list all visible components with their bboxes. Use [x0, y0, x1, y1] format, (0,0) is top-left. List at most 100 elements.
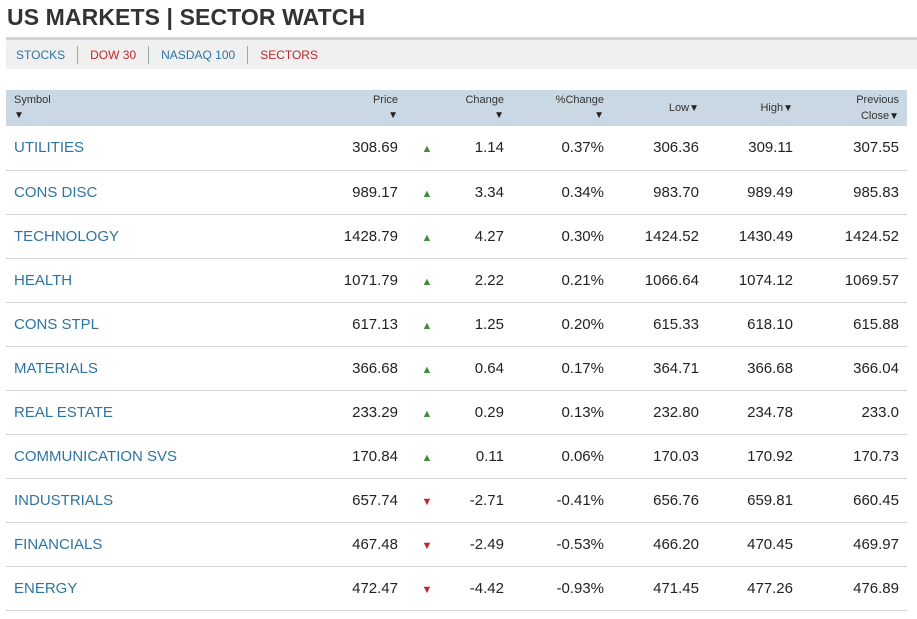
low-cell: 1066.64	[644, 271, 699, 289]
sector-table: Symbol ▼ Price ▼ Change ▼ %Change ▼ Low▼…	[6, 90, 907, 611]
sector-symbol-link[interactable]: FINANCIALS	[14, 535, 103, 553]
column-label-high: High	[760, 101, 784, 114]
direction-cell: ▲	[406, 170, 448, 214]
direction-cell: ▲	[406, 126, 448, 170]
table-row[interactable]: TECHNOLOGY 1428.79 ▲ 4.27 0.30% 1424.52 1430.4…	[6, 214, 907, 258]
price-cell: 170.84	[352, 447, 398, 465]
sort-down-icon[interactable]: ▼	[594, 110, 604, 121]
table-row[interactable]: ENERGY 472.47 ▼ -4.42 -0.93% 471.45 477.26 476.…	[6, 566, 907, 610]
direction-cell: ▲	[406, 390, 448, 434]
low-cell: 170.03	[653, 447, 699, 465]
table-row[interactable]: COMMUNICATION SVS 170.84 ▲ 0.11 0.06% 170.03 1…	[6, 434, 907, 478]
direction-cell: ▼	[406, 566, 448, 610]
table-row[interactable]: CONS DISC 989.17 ▲ 3.34 0.34% 983.70 989.49 985…	[6, 170, 907, 214]
low-cell: 232.80	[653, 403, 699, 421]
price-cell: 233.29	[352, 403, 398, 421]
price-cell: 467.48	[352, 535, 398, 553]
sort-down-icon[interactable]: ▼	[889, 110, 899, 122]
pct-change-cell: 0.20%	[561, 315, 604, 333]
low-cell: 656.76	[653, 491, 699, 509]
tab-nasdaq-100[interactable]: NASDAQ 100	[149, 45, 249, 64]
high-cell: 618.10	[747, 315, 793, 333]
sort-down-icon[interactable]: ▼	[494, 110, 504, 121]
column-label-price: Price	[372, 94, 398, 106]
table-row[interactable]: FINANCIALS 467.48 ▼ -2.49 -0.53% 466.20 470.45…	[6, 522, 907, 566]
table-row[interactable]: CONS STPL 617.13 ▲ 1.25 0.20% 615.33 618.10 615…	[6, 302, 907, 346]
pct-change-cell: 0.06%	[561, 447, 604, 465]
sort-down-icon[interactable]: ▼	[14, 110, 24, 121]
table-row[interactable]: HEALTH 1071.79 ▲ 2.22 0.21% 1066.64 1074.12 106…	[6, 258, 907, 302]
column-header-direction	[406, 90, 448, 126]
column-label-change: Change	[465, 94, 504, 106]
column-header-previous-close[interactable]: Previous Close▼	[801, 90, 907, 126]
sector-symbol-link[interactable]: COMMUNICATION SVS	[14, 447, 178, 465]
column-header-high[interactable]: High▼	[707, 90, 801, 126]
pct-change-cell: -0.41%	[556, 491, 604, 509]
tab-dow-30[interactable]: DOW 30	[78, 45, 150, 64]
sector-symbol-link[interactable]: HEALTH	[14, 271, 73, 289]
sector-symbol-link[interactable]: MATERIALS	[14, 359, 98, 377]
price-cell: 1071.79	[343, 271, 398, 289]
low-cell: 306.36	[653, 139, 699, 157]
change-cell: 1.25	[474, 315, 504, 333]
column-header-low[interactable]: Low▼	[612, 90, 707, 126]
previous-close-cell: 307.55	[853, 139, 899, 157]
column-header-price[interactable]: Price ▼	[226, 90, 406, 126]
triangle-down-icon: ▼	[421, 583, 433, 596]
previous-close-cell: 233.0	[861, 403, 899, 421]
table-row[interactable]: INDUSTRIALS 657.74 ▼ -2.71 -0.41% 656.76 659.8…	[6, 478, 907, 522]
sector-symbol-link[interactable]: CONS DISC	[14, 183, 98, 201]
sector-symbol-link[interactable]: REAL ESTATE	[14, 403, 113, 421]
high-cell: 477.26	[747, 579, 793, 597]
table-row[interactable]: REAL ESTATE 233.29 ▲ 0.29 0.13% 232.80 234.78 2…	[6, 390, 907, 434]
triangle-up-icon: ▲	[421, 143, 433, 156]
high-cell: 1430.49	[738, 227, 793, 245]
previous-close-cell: 469.97	[853, 535, 899, 553]
column-header-pct-change[interactable]: %Change ▼	[512, 90, 612, 126]
direction-cell: ▲	[406, 346, 448, 390]
high-cell: 234.78	[747, 403, 793, 421]
change-cell: -2.49	[469, 535, 504, 553]
sector-symbol-link[interactable]: INDUSTRIALS	[14, 491, 114, 509]
tab-stocks[interactable]: STOCKS	[6, 45, 79, 64]
sort-down-icon[interactable]: ▼	[783, 102, 793, 114]
change-cell: 3.34	[474, 183, 504, 201]
triangle-up-icon: ▲	[421, 319, 433, 332]
direction-cell: ▼	[406, 522, 448, 566]
pct-change-cell: 0.30%	[561, 227, 604, 245]
table-row[interactable]: UTILITIES 308.69 ▲ 1.14 0.37% 306.36 309.11 307…	[6, 126, 907, 170]
direction-cell: ▲	[406, 214, 448, 258]
tab-sectors[interactable]: SECTORS	[260, 47, 318, 62]
direction-cell: ▲	[406, 258, 448, 302]
triangle-up-icon: ▲	[421, 451, 433, 464]
low-cell: 466.20	[653, 535, 699, 553]
high-cell: 989.49	[747, 183, 793, 201]
sort-down-icon[interactable]: ▼	[689, 102, 699, 114]
price-cell: 472.47	[352, 579, 398, 597]
change-cell: 0.29	[474, 403, 504, 421]
high-cell: 366.68	[747, 359, 793, 377]
column-header-change[interactable]: Change ▼	[448, 90, 512, 126]
sector-symbol-link[interactable]: CONS STPL	[14, 315, 100, 333]
previous-close-cell: 476.89	[853, 579, 899, 597]
triangle-down-icon: ▼	[421, 495, 433, 508]
low-cell: 1424.52	[644, 227, 699, 245]
triangle-up-icon: ▲	[421, 407, 433, 420]
low-cell: 364.71	[653, 359, 699, 377]
pct-change-cell: -0.53%	[556, 535, 604, 553]
pct-change-cell: 0.17%	[561, 359, 604, 377]
direction-cell: ▲	[406, 434, 448, 478]
change-cell: 4.27	[474, 227, 504, 245]
sort-down-icon[interactable]: ▼	[388, 110, 398, 121]
triangle-up-icon: ▲	[421, 363, 433, 376]
sector-symbol-link[interactable]: TECHNOLOGY	[14, 227, 120, 245]
page-title: US MARKETS | SECTOR WATCH	[7, 4, 366, 30]
high-cell: 309.11	[748, 139, 793, 157]
title-divider	[6, 37, 917, 40]
column-header-symbol[interactable]: Symbol ▼	[6, 90, 226, 126]
sector-symbol-link[interactable]: UTILITIES	[14, 139, 85, 157]
table-row[interactable]: MATERIALS 366.68 ▲ 0.64 0.17% 364.71 366.68 366…	[6, 346, 907, 390]
sector-symbol-link[interactable]: ENERGY	[14, 579, 78, 597]
market-tabs: STOCKS DOW 30 NASDAQ 100 SECTORS	[6, 40, 917, 69]
price-cell: 657.74	[352, 491, 398, 509]
